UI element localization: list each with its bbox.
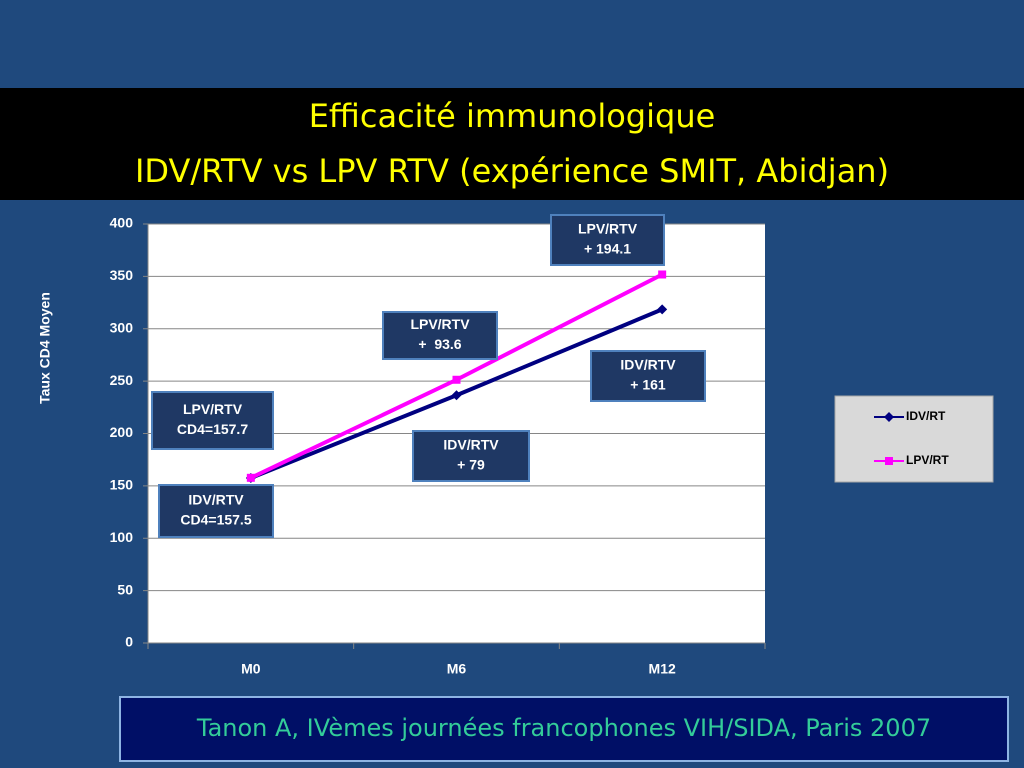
y-tick-label: 350 — [110, 267, 134, 283]
point — [246, 473, 255, 482]
y-tick-label: 200 — [110, 424, 134, 440]
chart-title: Efficacité immunologique — [309, 97, 716, 135]
point — [451, 390, 462, 401]
chart-subtitle: IDV/RTV vs LPV RTV (expérience SMIT, Abi… — [135, 152, 889, 190]
y-axis-label: Taux CD4 Moyen — [37, 292, 53, 404]
annotation-text: + 194.1 — [584, 241, 631, 257]
legend-marker — [885, 457, 893, 465]
x-tick-label: M12 — [649, 661, 676, 677]
y-tick-label: 400 — [110, 215, 134, 231]
y-tick-label: 50 — [117, 581, 133, 597]
point — [658, 270, 667, 279]
annotation-text: IDV/RTV — [620, 357, 676, 373]
footer: Tanon A, IVèmes journées francophones VI… — [196, 714, 931, 742]
legend-box — [834, 395, 994, 483]
annotation-text: LPV/RTV — [410, 316, 470, 332]
point — [452, 375, 461, 384]
annotation-box — [550, 214, 665, 266]
annotation-box — [158, 484, 274, 538]
y-tick-label: 250 — [110, 372, 134, 388]
annotation-box — [382, 311, 498, 360]
annotation-box — [590, 350, 706, 402]
y-tick-label: 0 — [125, 634, 133, 650]
annotation-text: + 93.6 — [418, 336, 461, 352]
annotation-text: + 161 — [630, 377, 666, 393]
legend-label: IDV/RT — [906, 409, 946, 423]
y-tick-label: 300 — [110, 319, 134, 335]
annotation-text: IDV/RTV — [443, 437, 499, 453]
point — [657, 304, 668, 315]
y-tick-label: 100 — [110, 529, 134, 545]
x-tick-label: M0 — [241, 661, 261, 677]
footer-box — [119, 696, 1009, 762]
annotation-text: + 79 — [457, 457, 485, 473]
legend-label: LPV/RT — [906, 453, 949, 467]
annotation-text: LPV/RTV — [578, 221, 638, 237]
legend-marker — [884, 412, 894, 422]
annotation-text: CD4=157.7 — [177, 421, 248, 437]
annotation-text: IDV/RTV — [188, 492, 244, 508]
title-band — [0, 88, 1024, 200]
annotation-box — [151, 391, 274, 450]
annotation-text: CD4=157.5 — [180, 512, 251, 528]
x-tick-label: M6 — [447, 661, 467, 677]
annotation-box — [412, 430, 530, 482]
y-tick-label: 150 — [110, 477, 134, 493]
annotation-text: LPV/RTV — [183, 401, 243, 417]
